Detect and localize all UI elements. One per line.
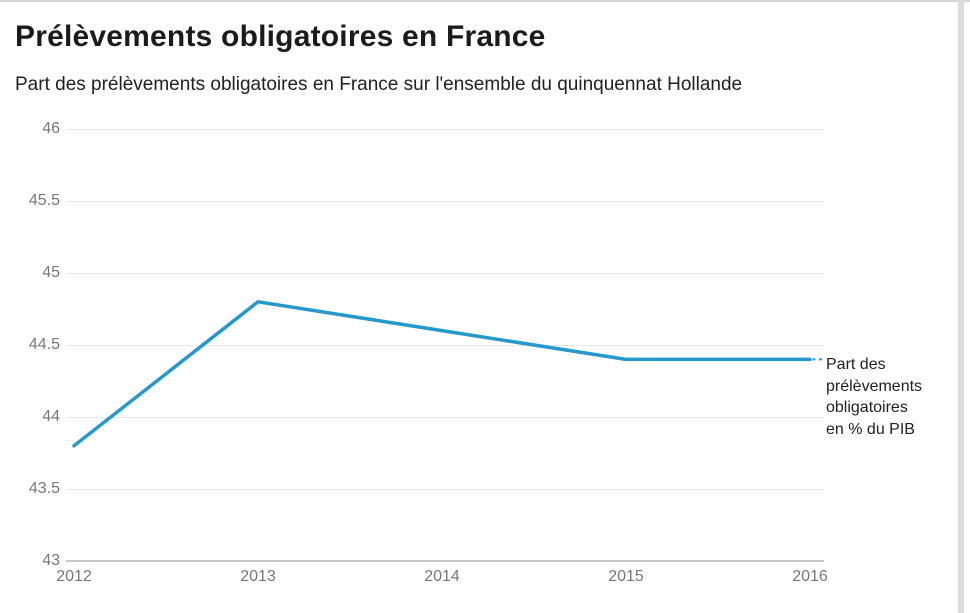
right-edge-border <box>958 0 964 613</box>
y-axis-tick-label: 44.5 <box>28 336 60 353</box>
y-axis-tick-label: 43.5 <box>28 480 60 497</box>
x-axis-tick-label: 2016 <box>792 568 828 585</box>
y-axis-tick-label: 45 <box>42 264 60 281</box>
chart-title: Prélèvements obligatoires en France <box>15 20 546 53</box>
chart-subtitle: Part des prélèvements obligatoires en Fr… <box>15 74 743 95</box>
x-axis-tick-label: 2015 <box>608 568 644 585</box>
x-axis-tick-label: 2013 <box>240 568 276 585</box>
y-axis-tick-label: 43 <box>42 552 60 569</box>
gridline <box>66 489 824 490</box>
gridline <box>66 417 824 418</box>
gridline <box>66 201 824 202</box>
series-annotation-label: Part des prélèvements obligatoires en % … <box>826 356 923 438</box>
y-axis-tick-label: 45.5 <box>28 192 60 209</box>
y-axis-tick-label: 46 <box>42 120 60 137</box>
series-line <box>72 300 812 448</box>
gridline <box>66 345 824 346</box>
x-axis-tick-label: 2012 <box>56 568 92 585</box>
gridline <box>66 273 824 274</box>
x-axis-tick-label: 2014 <box>424 568 460 585</box>
gridline <box>66 129 824 130</box>
top-border <box>0 0 970 2</box>
gridline <box>66 560 824 562</box>
y-axis-tick-label: 44 <box>42 408 60 425</box>
